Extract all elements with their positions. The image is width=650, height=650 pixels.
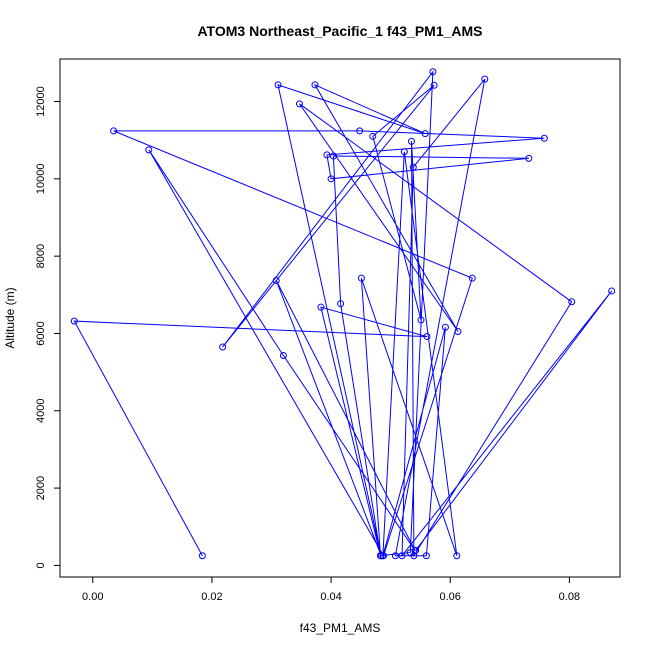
data-point (441, 323, 449, 331)
data-point (110, 127, 118, 135)
data-point (357, 274, 365, 282)
data-point (409, 163, 417, 171)
data-point (608, 287, 616, 295)
data-point (198, 552, 206, 560)
data-point (356, 127, 364, 135)
data-point (327, 175, 335, 183)
data-point (422, 552, 430, 560)
data-point (377, 552, 385, 560)
data-point (400, 148, 408, 156)
series-layer (70, 68, 616, 560)
data-point (407, 137, 415, 145)
data-point (568, 298, 576, 306)
data-point (540, 134, 548, 142)
plot-area-frame (59, 58, 621, 578)
chart-title: ATOM3 Northeast_Pacific_1 f43_PM1_AMS (197, 23, 482, 39)
data-point (453, 552, 461, 560)
data-point (274, 81, 282, 89)
data-point (272, 277, 280, 285)
data-point (323, 151, 331, 159)
x-tick-label: 0.00 (82, 591, 103, 603)
x-tick-label: 0.04 (320, 591, 341, 603)
data-point (219, 343, 227, 351)
y-axis: 0 2000 4000 6000 8000 10000 12000 (35, 86, 61, 568)
data-point (70, 317, 78, 325)
data-point (429, 68, 437, 76)
data-point (391, 552, 399, 560)
data-point (525, 154, 533, 162)
y-tick-label: 6000 (35, 321, 47, 345)
x-tick-label: 0.02 (201, 591, 222, 603)
data-point (329, 152, 337, 160)
data-point (423, 333, 431, 341)
data-point (398, 552, 406, 560)
data-point (369, 132, 377, 140)
y-tick-label: 10000 (35, 164, 47, 195)
data-point (421, 130, 429, 138)
data-point (145, 146, 153, 154)
x-tick-label: 0.06 (440, 591, 461, 603)
data-point (454, 328, 462, 336)
data-point (279, 351, 287, 359)
data-point (337, 300, 345, 308)
y-tick-label: 0 (35, 562, 47, 568)
series-line (73, 70, 613, 558)
y-tick-label: 12000 (35, 86, 47, 117)
data-point (311, 81, 319, 89)
y-tick-label: 2000 (35, 476, 47, 500)
data-point (430, 81, 438, 89)
data-point (295, 100, 303, 108)
y-axis-label: Altitude (m) (3, 287, 17, 348)
y-tick-label: 8000 (35, 244, 47, 268)
x-tick-label: 0.08 (559, 591, 580, 603)
x-axis-label: f43_PM1_AMS (300, 621, 381, 635)
x-axis: 0.00 0.02 0.04 0.06 0.08 (82, 576, 580, 603)
data-point (417, 316, 425, 324)
y-tick-label: 4000 (35, 399, 47, 423)
data-point (468, 274, 476, 282)
data-point (317, 303, 325, 311)
data-point (412, 546, 420, 554)
data-point (379, 552, 387, 560)
data-point (481, 75, 489, 83)
